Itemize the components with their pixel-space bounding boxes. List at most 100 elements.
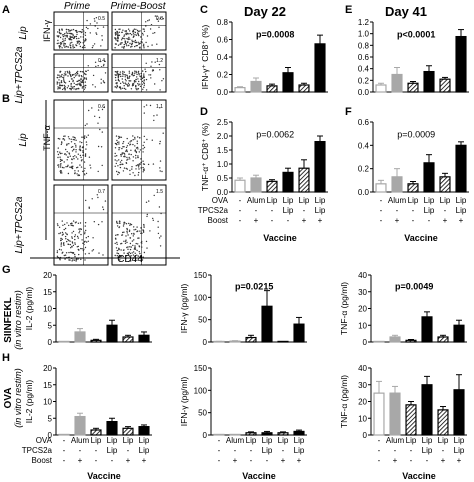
bar [90,429,102,436]
bar [423,162,435,193]
table-row-label: TPCS2a [22,446,53,455]
flow-event-dot [142,88,144,91]
flow-event-dot [58,42,60,44]
y-tick-label: 10 [43,305,52,314]
flow-event-dot [63,228,65,231]
flow-event-dot [125,80,127,82]
flow-event-dot [59,258,61,260]
flow-event-dot [135,228,137,231]
flow-event-dot [158,237,161,239]
flow-event-dot [139,149,142,151]
flow-event-dot [67,75,69,77]
flow-event-dot [142,148,144,150]
bar [106,324,118,343]
flow-event-dot [140,227,142,229]
flow-event-dot [145,62,147,64]
flow-event-dot [150,65,152,68]
flow-event-dot [115,37,117,40]
flow-event-dot [74,137,76,139]
flow-event-dot [135,168,137,170]
flow-event-dot [140,76,142,78]
flow-event-dot [82,170,84,173]
flow-event-dot [141,80,144,83]
flow-event-dot [63,81,66,84]
flow-event-dot [124,38,126,40]
rowH-label: OVA [3,388,14,409]
flow-event-dot [136,254,138,256]
flow-event-dot [133,239,135,241]
bar [298,84,310,93]
flow-event-dot [63,244,65,246]
flow-event-dot [126,232,128,234]
flow-event-dot [94,20,96,22]
flow-event-dot [141,240,143,243]
flow-event-dot [132,75,134,77]
flow-event-dot [130,153,132,156]
bar [373,392,385,436]
flow-event-dot [143,30,146,32]
flow-event-dot [134,258,137,260]
flow-event-dot [114,47,116,49]
flow-row-label: Lip+TPCS2a [14,196,25,253]
vaccine-xlabel: Vaccine [242,471,276,481]
flow-event-dot [131,240,134,242]
flow-event-dot [58,45,60,47]
y-tick-label: 0.8 [217,18,229,27]
flow-event-dot [137,166,140,168]
flow-event-dot [123,146,125,148]
flow-event-dot [85,70,88,73]
table-cell: Lip [278,436,289,445]
flow-event-dot [84,81,87,83]
flow-event-dot [59,158,62,161]
flow-event-dot [84,154,87,156]
flow-event-dot [152,163,155,165]
bar [277,432,289,436]
flow-event-dot [145,201,148,203]
flow-event-dot [66,87,69,89]
flow-event-dot [134,39,137,42]
flow-event-dot [63,135,65,137]
flow-event-dot [77,70,79,73]
flow-event-dot [134,31,137,34]
flow-event-dot [72,156,75,158]
flow-event-dot [101,35,103,37]
flow-event-dot [128,222,130,225]
flow-event-dot [156,18,158,20]
y-axis-label: IL-2 (pg/ml) [24,287,34,331]
table-cell: + [395,216,400,225]
flow-event-dot [134,70,136,72]
flow-event-dot [63,167,65,169]
flow-event-dot [61,159,63,161]
flow-event-dot [132,235,134,237]
y-tick-label: 0.8 [358,41,370,50]
flow-event-dot [62,138,65,140]
flow-event-dot [135,151,138,153]
flow-event-dot [121,234,124,236]
flow-event-dot [134,145,136,147]
flow-event-dot [78,43,81,45]
flow-event-dot [83,161,86,163]
flow-event-dot [153,194,155,197]
flow-event-dot [89,23,92,25]
table-cell: - [412,216,415,225]
flow-event-dot [133,81,136,83]
flow-event-dot [135,147,138,149]
panel-letter-D: D [200,106,208,118]
flow-event-dot [57,156,59,159]
flow-event-dot [87,27,89,30]
flow-event-dot [153,115,155,117]
flow-event-dot [160,235,162,237]
flow-event-dot [122,142,124,145]
flow-event-dot [69,45,72,47]
flow-event-dot [72,33,74,36]
flow-event-dot [143,251,146,254]
flow-event-dot [84,174,86,176]
flow-event-dot [76,31,78,33]
rowH-sublabel: (in vitro restim) [13,368,23,428]
flow-event-dot [151,44,153,46]
flow-event-dot [65,252,68,254]
flow-event-dot [134,247,136,249]
flow-event-dot [117,165,119,167]
y-tick-label: 0.0 [217,188,229,197]
